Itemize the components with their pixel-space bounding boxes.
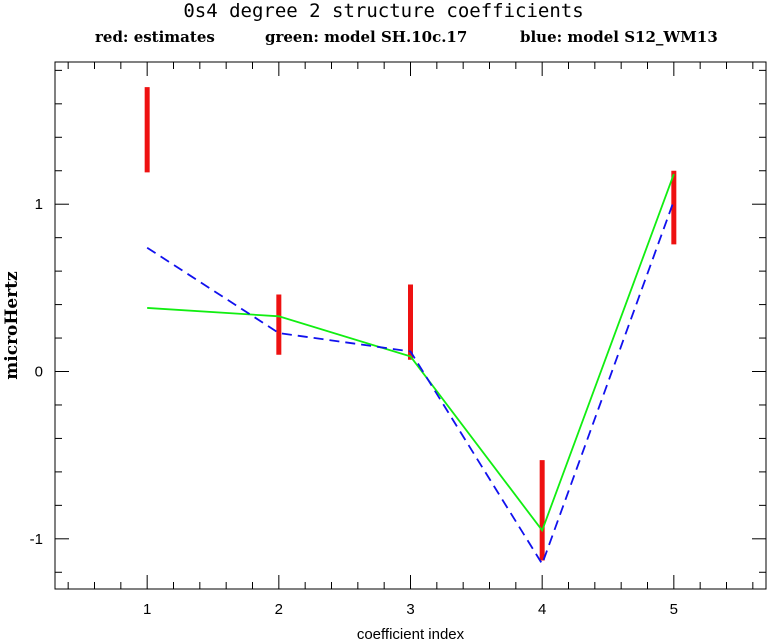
x-tick-label: 5: [670, 601, 678, 618]
x-tick-label: 3: [406, 601, 414, 618]
data-marks: [144, 87, 677, 566]
legend-blue: blue: model S12_WM13: [520, 28, 718, 46]
x-tick-label: 4: [538, 601, 546, 618]
x-axis-label: coefficient index: [357, 626, 465, 641]
legend-green: green: model SH.10c.17: [265, 28, 468, 46]
y-tick-label: 0: [35, 364, 43, 381]
x-tick-label: 1: [143, 601, 151, 618]
series-line-green: [147, 173, 675, 533]
x-tick-label: 2: [275, 601, 283, 618]
chart-title: 0s4 degree 2 structure coefficients: [183, 0, 584, 22]
y-tick-label: -1: [30, 531, 43, 548]
y-tick-label: 1: [35, 196, 43, 213]
y-axis-label: microHertz: [2, 271, 22, 380]
axis-ticks: 1 2 3 4 5 -1 0 1: [30, 62, 766, 618]
series-line-blue: [146, 200, 675, 566]
legend-red: red: estimates: [95, 28, 215, 46]
